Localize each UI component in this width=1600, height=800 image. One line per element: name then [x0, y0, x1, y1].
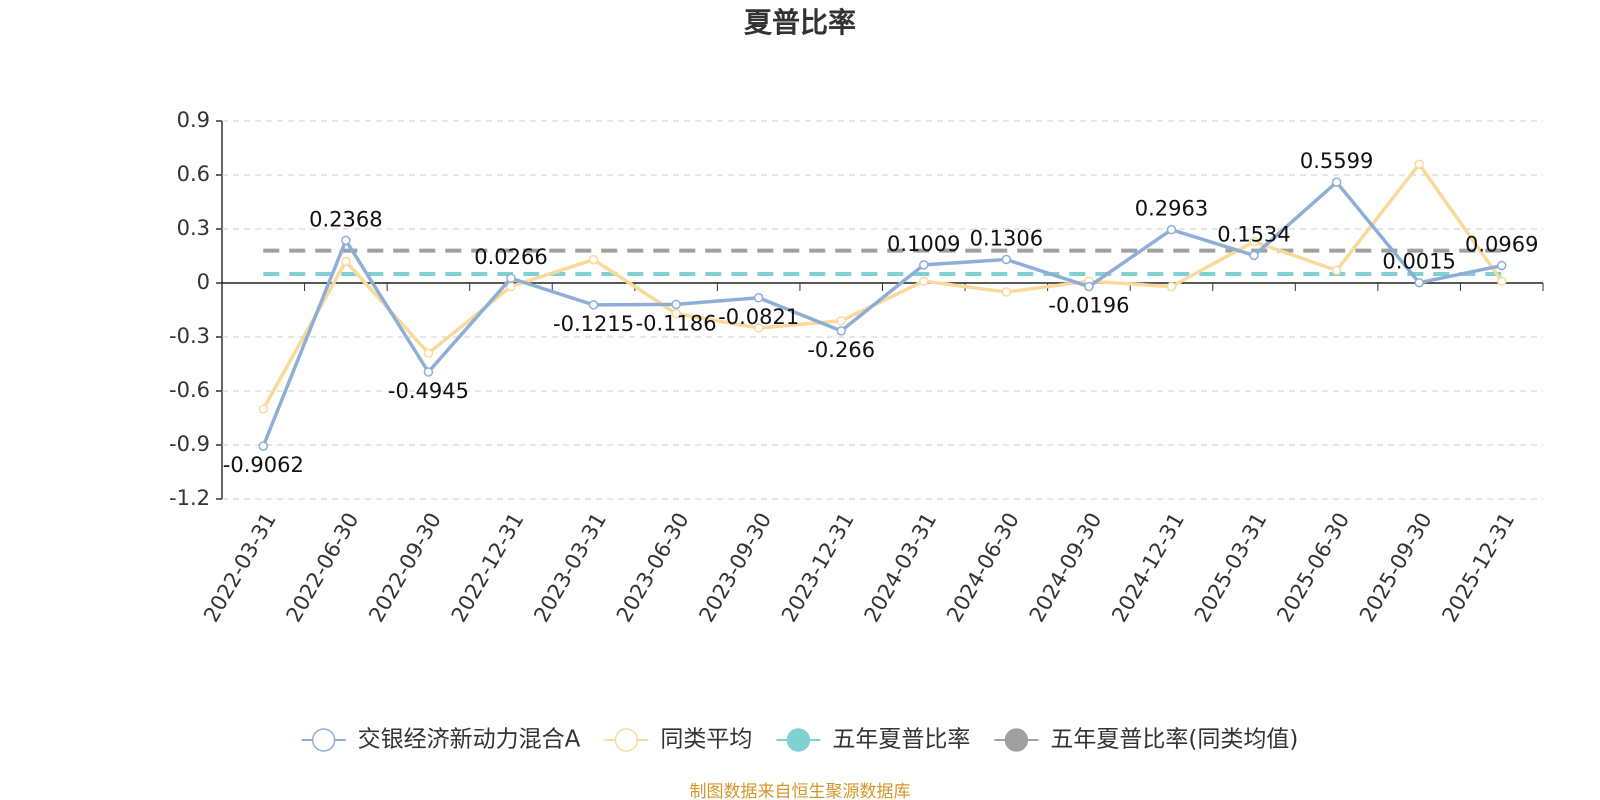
y-tick-label: -0.3: [169, 324, 210, 348]
data-point: [341, 256, 351, 267]
y-tick-label: -0.6: [169, 378, 210, 402]
legend-swatch-marker: [311, 728, 336, 752]
data-label: -0.266: [807, 338, 875, 362]
data-label: -0.1186: [636, 311, 717, 335]
data-label: 0.5599: [1300, 149, 1373, 173]
data-point: [1496, 276, 1507, 286]
data-point: [1166, 224, 1177, 235]
data-point: [341, 235, 351, 246]
series-line: [261, 179, 1503, 447]
data-point: [258, 404, 269, 414]
data-label: -0.0821: [718, 305, 799, 329]
data-point: [1496, 260, 1507, 271]
x-tick-label: 2022-09-30: [364, 509, 446, 627]
data-label: -0.9062: [223, 453, 304, 477]
legend-label: 交银经济新动力混合A: [358, 727, 581, 753]
data-label: 0.0266: [474, 245, 547, 269]
data-label: 0.0015: [1382, 250, 1455, 274]
y-tick-label: -0.9: [169, 432, 210, 456]
y-tick-label: -1.2: [169, 486, 210, 510]
legend-swatch-marker: [1004, 728, 1029, 752]
data-point: [836, 316, 846, 326]
legend-item[interactable]: 交银经济新动力混合A: [301, 727, 581, 753]
legend-label: 同类平均: [660, 727, 752, 753]
x-tick-label: 2023-09-30: [694, 509, 776, 627]
legend-item[interactable]: 五年夏普比率: [776, 727, 970, 753]
data-point: [1001, 254, 1012, 265]
series-line: [261, 161, 1504, 410]
x-tick-label: 2025-12-31: [1437, 509, 1519, 627]
data-point: [919, 260, 929, 270]
data-point: [588, 300, 599, 310]
data-label: 0.1534: [1217, 222, 1290, 246]
legend-swatch-marker: [614, 728, 639, 752]
x-tick-label: 2024-12-31: [1107, 509, 1189, 627]
y-tick-label: 0.9: [177, 108, 210, 132]
data-label: 0.0969: [1465, 233, 1538, 257]
data-point: [1001, 287, 1012, 297]
data-point: [836, 326, 846, 336]
data-point: [1166, 281, 1177, 292]
data-point: [753, 323, 764, 333]
legend-item[interactable]: 五年夏普比率(同类均值): [994, 727, 1298, 753]
data-point: [506, 273, 516, 283]
data-point: [258, 441, 269, 451]
x-tick-label: 2025-03-31: [1190, 509, 1272, 627]
x-tick-label: 2025-09-30: [1355, 509, 1437, 627]
data-point: [1331, 177, 1342, 187]
y-tick-label: 0.6: [177, 162, 210, 186]
data-point: [919, 276, 929, 286]
data-point: [753, 293, 764, 303]
data-label: -0.1215: [553, 312, 634, 336]
data-point: [671, 308, 681, 319]
data-label: -0.0196: [1048, 294, 1129, 318]
data-point: [1084, 281, 1094, 292]
data-point: [1331, 265, 1342, 276]
y-tick-label: 0: [197, 270, 210, 294]
chart-title: 夏普比率: [744, 6, 856, 39]
x-tick-label: 2024-09-30: [1025, 509, 1107, 627]
x-tick-label: 2022-03-31: [199, 509, 281, 627]
x-tick-label: 2025-06-30: [1272, 509, 1354, 627]
data-point: [671, 299, 681, 310]
data-point: [423, 367, 434, 377]
data-point: [423, 348, 434, 358]
x-tick-label: 2024-06-30: [942, 509, 1024, 627]
data-point: [1414, 159, 1424, 169]
data-label: 0.1306: [970, 226, 1043, 250]
x-tick-label: 2023-03-31: [529, 509, 611, 627]
x-tick-label: 2022-12-31: [447, 509, 529, 627]
legend-item[interactable]: 同类平均: [604, 727, 752, 753]
data-point: [1249, 236, 1259, 247]
data-label: 0.1009: [887, 232, 960, 256]
data-point: [1414, 277, 1424, 288]
legend-label: 五年夏普比率(同类均值): [1050, 727, 1298, 753]
source-note: 制图数据来自恒生聚源数据库: [690, 782, 911, 800]
legend-swatch-marker: [786, 728, 811, 752]
x-tick-label: 2023-06-30: [612, 509, 694, 627]
x-tick-label: 2024-03-31: [859, 509, 941, 627]
y-tick-label: 0.3: [177, 216, 210, 240]
data-label: 0.2368: [309, 207, 382, 231]
x-tick-label: 2023-12-31: [777, 509, 859, 627]
data-label: 0.2963: [1135, 197, 1208, 221]
data-point: [588, 254, 599, 265]
legend: 交银经济新动力混合A 同类平均 五年夏普比率 五年夏普比率(同类均值): [301, 727, 1298, 753]
legend-label: 五年夏普比率: [832, 727, 970, 753]
x-tick-label: 2022-06-30: [282, 509, 364, 627]
data-point: [1249, 250, 1259, 261]
data-label: -0.4945: [388, 379, 469, 403]
